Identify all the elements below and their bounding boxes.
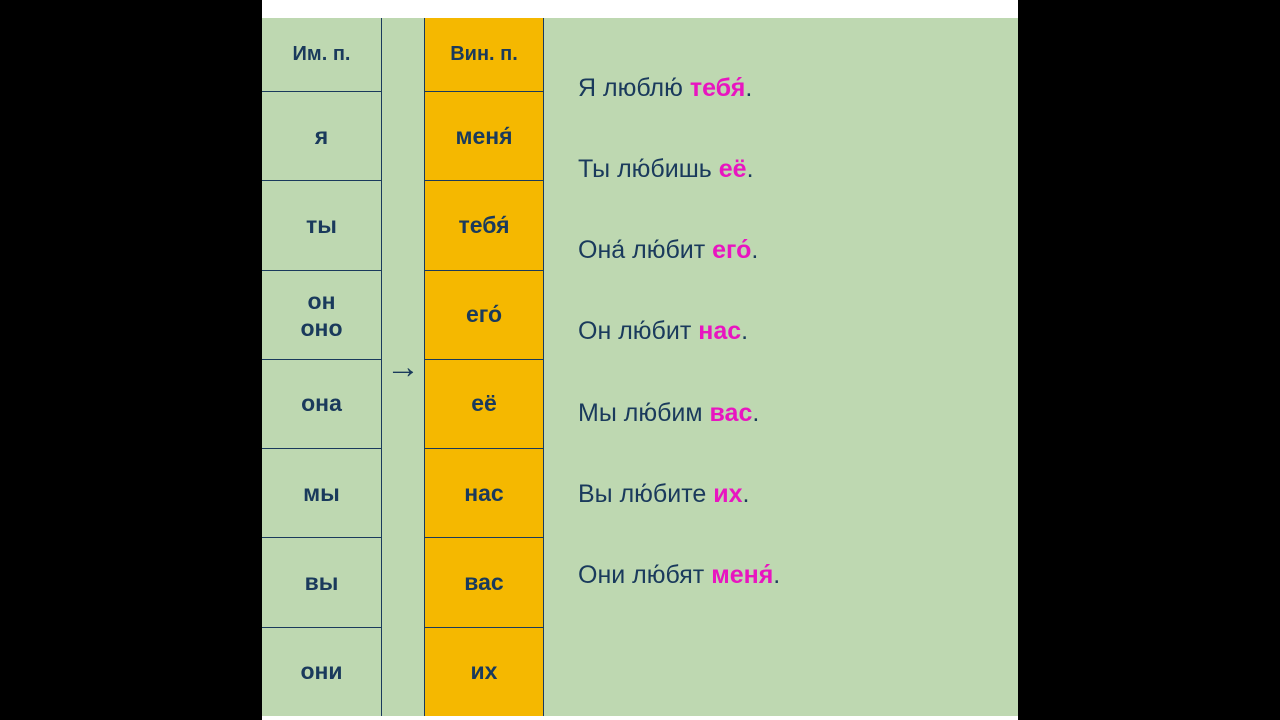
sentence: Ты лю́бишь её. (578, 155, 998, 184)
column-arrow: → (382, 18, 424, 716)
accusative-cell-text: вас (464, 569, 503, 596)
sentence: Мы лю́бим вас. (578, 399, 998, 428)
arrow-icon: → (386, 348, 420, 387)
accusative-row: его́ (424, 271, 544, 360)
accusative-row: нас (424, 449, 544, 538)
nominative-row: они (262, 628, 382, 716)
nominative-cell-text: ононо (301, 288, 343, 341)
sentence-suffix: . (773, 561, 780, 589)
sentence-suffix: . (745, 74, 752, 102)
column-nominative: Им. п. я ты ононо она мы вы они (262, 18, 382, 716)
accusative-row: вас (424, 538, 544, 627)
nominative-row: ты (262, 181, 382, 270)
sentence-highlight: меня́ (711, 561, 773, 589)
nominative-cell-text: они (300, 658, 342, 685)
nominative-cell-text: я (315, 123, 328, 150)
nominative-row: мы (262, 449, 382, 538)
accusative-cell-text: нас (464, 480, 503, 507)
accusative-cell-text: их (471, 658, 498, 685)
nominative-row: она (262, 360, 382, 449)
sentence-highlight: нас (698, 317, 741, 345)
sentence-prefix: Ты лю́бишь (578, 155, 719, 183)
sentence-suffix: . (747, 155, 754, 183)
slide: Им. п. я ты ононо она мы вы они → Вин. п… (262, 18, 1018, 716)
accusative-cell-text: её (471, 390, 497, 417)
nominative-row: я (262, 92, 382, 181)
accusative-cell-text: меня́ (455, 123, 512, 150)
sentence: Она́ лю́бит его́. (578, 236, 998, 265)
sentence-highlight: вас (710, 399, 753, 427)
accusative-row: её (424, 360, 544, 449)
sentence: Я люблю́ тебя́. (578, 74, 998, 103)
sentence: Они лю́бят меня́. (578, 561, 998, 590)
sentence: Он лю́бит нас. (578, 317, 998, 346)
nominative-cell-text: мы (303, 480, 340, 507)
top-strip (262, 0, 1018, 18)
sentence-suffix: . (741, 317, 748, 345)
sentence-suffix: . (743, 480, 750, 508)
nominative-header: Им. п. (262, 18, 382, 92)
sentence-highlight: тебя́ (690, 74, 746, 102)
sentence-prefix: Я люблю́ (578, 74, 690, 102)
nominative-cell-text: она (301, 390, 342, 417)
nominative-row: вы (262, 538, 382, 627)
sentence-suffix: . (752, 399, 759, 427)
sentence-highlight: его́ (712, 236, 751, 264)
accusative-cell-text: его́ (466, 301, 502, 328)
sentence-prefix: Она́ лю́бит (578, 236, 712, 264)
sentence-suffix: . (751, 236, 758, 264)
sentences-panel: Я люблю́ тебя́. Ты лю́бишь её. Она́ лю́б… (544, 18, 1018, 716)
column-accusative: Вин. п. меня́ тебя́ его́ её нас вас их (424, 18, 544, 716)
sentence-prefix: Мы лю́бим (578, 399, 710, 427)
sentence-prefix: Он лю́бит (578, 317, 698, 345)
sentence: Вы лю́бите их. (578, 480, 998, 509)
sentence-prefix: Вы лю́бите (578, 480, 713, 508)
sentence-highlight: их (713, 480, 742, 508)
nominative-row: ононо (262, 271, 382, 360)
sentence-prefix: Они лю́бят (578, 561, 711, 589)
accusative-header: Вин. п. (424, 18, 544, 92)
accusative-row: тебя́ (424, 181, 544, 270)
nominative-cell-text: вы (305, 569, 339, 596)
accusative-row: меня́ (424, 92, 544, 181)
sentence-highlight: её (719, 155, 747, 183)
bottom-strip (262, 716, 1018, 720)
nominative-cell-text: ты (306, 212, 337, 239)
accusative-row: их (424, 628, 544, 716)
accusative-cell-text: тебя́ (458, 212, 509, 239)
stage: Им. п. я ты ононо она мы вы они → Вин. п… (262, 0, 1018, 720)
